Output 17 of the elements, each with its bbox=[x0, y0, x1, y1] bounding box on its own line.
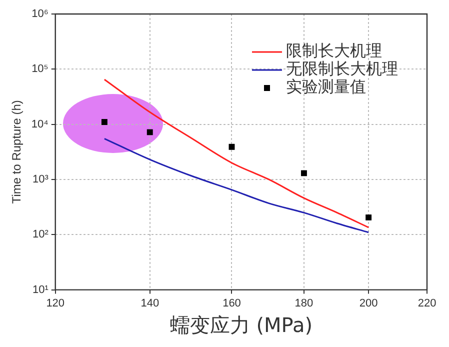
legend-label: 无限制长大机理 bbox=[286, 59, 398, 78]
legend-label: 实验测量值 bbox=[286, 77, 366, 96]
y-tick-label: 10³ bbox=[32, 174, 49, 186]
y-tick-label: 10⁵ bbox=[32, 63, 48, 76]
x-tick-label: 200 bbox=[359, 297, 378, 310]
y-tick-label: 10¹ bbox=[32, 284, 49, 296]
x-tick-label: 120 bbox=[46, 297, 65, 310]
y-tick-label: 10⁶ bbox=[32, 8, 48, 20]
x-tick-label: 140 bbox=[140, 297, 160, 310]
y-tick-label: 10² bbox=[32, 228, 49, 241]
x-axis-title: 蠕变应力 (MPa) bbox=[170, 313, 312, 338]
x-tick-label: 180 bbox=[294, 297, 314, 310]
y-axis-title: Time to Rupture (h) bbox=[10, 100, 24, 204]
legend-label: 限制长大机理 bbox=[286, 41, 382, 60]
x-tick-label: 160 bbox=[222, 297, 241, 310]
x-tick-label: 220 bbox=[418, 297, 436, 310]
y-tick-label: 10⁴ bbox=[31, 118, 49, 130]
